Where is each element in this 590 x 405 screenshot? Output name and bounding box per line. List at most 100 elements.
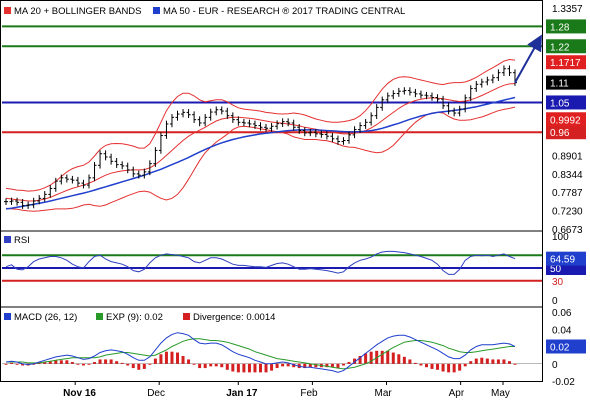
macd-divergence-bar xyxy=(187,359,191,364)
legend-bollinger: MA 20 + BOLLINGER BANDS xyxy=(14,6,142,17)
macd-divergence-bar xyxy=(270,363,274,371)
macd-divergence-bar xyxy=(480,357,484,364)
macd-divergence-bar xyxy=(164,351,168,364)
macd-divergence-bar xyxy=(402,356,406,364)
macd-divergence-bar xyxy=(491,359,495,364)
rsi-line xyxy=(5,250,516,275)
rsi-level-label-2: 30 xyxy=(552,277,564,288)
macd-divergence-bar xyxy=(413,362,417,364)
rsi-level-badge-1: 50 xyxy=(550,264,562,275)
legend-swatch-divergence xyxy=(183,313,190,320)
price-candles xyxy=(4,65,517,209)
x-tick-label-0: Nov 16 xyxy=(63,388,96,399)
price-y-tick-2: 0.8901 xyxy=(552,151,583,162)
macd-divergence-bar xyxy=(93,362,97,364)
macd-divergence-bar xyxy=(513,363,517,365)
price-y-tick-6: 0.6673 xyxy=(552,225,583,236)
macd-divergence-bar xyxy=(159,354,163,364)
macd-divergence-bar xyxy=(447,363,451,373)
chart-marks: 1.33570.99910.89010.83440.77870.72300.66… xyxy=(0,4,586,399)
bollinger-upper-line xyxy=(5,58,516,192)
x-tick-label-2: Jan 17 xyxy=(226,388,258,399)
price-value-badge-1: 1.11 xyxy=(550,79,569,90)
legend-exp: EXP (9): 0.02 xyxy=(106,312,163,323)
legend-divergence: Divergence: 0.0014 xyxy=(193,312,275,323)
macd-divergence-bar xyxy=(336,363,340,369)
macd-divergence-bar xyxy=(253,363,257,373)
macd-divergence-bar xyxy=(176,352,180,364)
macd-y-tick-2: 0 xyxy=(552,360,558,371)
macd-divergence-bar xyxy=(109,359,113,364)
macd-divergence-bar xyxy=(430,363,434,369)
macd-divergence-bar xyxy=(81,363,85,366)
price-y-tick-5: 0.7230 xyxy=(552,207,583,218)
macd-divergence-bar xyxy=(496,359,500,364)
macd-divergence-bar xyxy=(424,363,428,368)
x-tick-label-1: Dec xyxy=(147,388,165,399)
macd-divergence-bar xyxy=(225,363,229,370)
macd-divergence-bar xyxy=(264,363,268,373)
macd-value-badge-bg xyxy=(546,339,586,354)
macd-y-tick-3: -0.02 xyxy=(552,377,575,388)
rsi-legend: RSI xyxy=(4,235,30,246)
macd-y-tick-0: 0.06 xyxy=(552,308,572,319)
macd-divergence-bar xyxy=(353,358,357,364)
macd-divergence-bar xyxy=(286,363,290,367)
rsi-value-badge: 64.59 xyxy=(550,255,575,266)
macd-divergence-bar xyxy=(104,359,108,364)
legend-swatch-rsi xyxy=(4,236,11,243)
macd-divergence-bar xyxy=(220,363,224,368)
legend-macd: MACD (26, 12) xyxy=(14,312,77,323)
macd-divergence-bar xyxy=(358,355,362,364)
macd-divergence-bar xyxy=(181,355,185,364)
macd-divergence-bar xyxy=(214,363,218,367)
price-level-badge-0: 1.28 xyxy=(550,22,570,33)
macd-divergence-bar xyxy=(275,363,279,369)
price-level-badge-0-bg xyxy=(546,19,586,34)
macd-divergence-bar xyxy=(408,359,412,364)
macd-divergence-bar xyxy=(325,363,329,368)
rsi-value-badge-bg xyxy=(546,251,586,266)
macd-divergence-bar xyxy=(347,362,351,364)
legend-ma50: MA 50 - EUR - RESEARCH ® 2017 TRADING CE… xyxy=(163,6,405,17)
legend-swatch-ma50 xyxy=(153,7,160,14)
macd-divergence-bar xyxy=(192,363,196,365)
price-value-badge-0-bg xyxy=(546,55,586,70)
macd-divergence-bar xyxy=(341,363,345,366)
macd-divergence-bar xyxy=(76,363,80,365)
legend-swatch-exp xyxy=(96,313,103,320)
macd-divergence-bar xyxy=(247,363,251,373)
x-tick-label-5: Apr xyxy=(449,388,465,399)
price-legend: MA 20 + BOLLINGER BANDS MA 50 - EUR - RE… xyxy=(4,6,405,17)
macd-divergence-bar xyxy=(474,358,478,364)
macd-divergence-bar xyxy=(15,363,19,365)
macd-divergence-bar xyxy=(507,361,511,364)
macd-divergence-bar xyxy=(330,363,334,368)
macd-divergence-bar xyxy=(242,363,246,373)
macd-line xyxy=(5,332,516,373)
x-tick-label-3: Feb xyxy=(300,388,318,399)
macd-divergence-bar xyxy=(369,351,373,364)
macd-divergence-bar xyxy=(308,363,312,368)
macd-divergence-bar xyxy=(153,358,157,364)
macd-divergence-bar xyxy=(441,363,445,372)
ma50-line xyxy=(5,96,516,210)
macd-divergence-bar xyxy=(70,362,74,364)
price-y-tick-3: 0.8344 xyxy=(552,170,583,181)
macd-divergence-bar xyxy=(142,363,146,369)
macd-divergence-bars xyxy=(4,350,517,373)
macd-divergence-bar xyxy=(137,363,141,370)
plot-frame xyxy=(0,0,543,382)
macd-y-tick-1: 0.04 xyxy=(552,325,572,336)
macd-divergence-bar xyxy=(485,358,489,364)
macd-divergence-bar xyxy=(502,359,506,364)
price-y-tick-4: 0.7787 xyxy=(552,188,583,199)
price-y-tick-0: 1.3357 xyxy=(552,4,583,15)
macd-divergence-bar xyxy=(54,360,58,364)
price-value-badge-0: 1.1717 xyxy=(550,58,581,69)
macd-divergence-bar xyxy=(120,362,124,364)
macd-divergence-bar xyxy=(126,363,130,366)
x-tick-label-4: Mar xyxy=(375,388,393,399)
macd-divergence-bar xyxy=(131,363,135,369)
